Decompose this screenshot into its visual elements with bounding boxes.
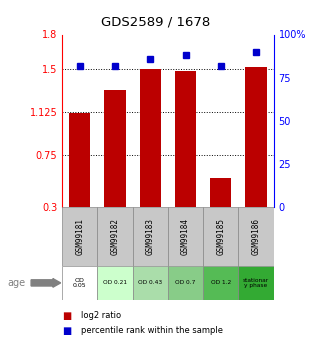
Bar <box>239 266 274 300</box>
Text: OD 1.2: OD 1.2 <box>211 280 231 285</box>
Bar <box>245 67 267 207</box>
Text: GDS2589 / 1678: GDS2589 / 1678 <box>101 16 210 29</box>
Bar <box>97 207 133 266</box>
Text: GSM99185: GSM99185 <box>216 218 225 255</box>
Text: ■: ■ <box>62 311 72 321</box>
Text: ■: ■ <box>62 326 72 335</box>
Text: OD
0.05: OD 0.05 <box>73 277 87 288</box>
Bar <box>168 266 203 300</box>
Text: GSM99186: GSM99186 <box>252 218 261 255</box>
Bar <box>168 207 203 266</box>
Text: GSM99181: GSM99181 <box>75 218 84 255</box>
Text: log2 ratio: log2 ratio <box>81 311 121 320</box>
Bar <box>203 207 239 266</box>
Bar <box>133 266 168 300</box>
Bar <box>69 113 91 207</box>
Text: percentile rank within the sample: percentile rank within the sample <box>81 326 223 335</box>
Bar <box>239 207 274 266</box>
Text: GSM99182: GSM99182 <box>111 218 119 255</box>
Text: OD 0.43: OD 0.43 <box>138 280 162 285</box>
Bar <box>62 266 97 300</box>
Bar <box>104 90 126 207</box>
Bar <box>175 71 196 207</box>
Bar <box>140 69 161 207</box>
Text: GSM99183: GSM99183 <box>146 218 155 255</box>
Bar <box>133 207 168 266</box>
Bar <box>97 266 133 300</box>
Bar <box>62 207 97 266</box>
Bar <box>203 266 239 300</box>
Text: GSM99184: GSM99184 <box>181 218 190 255</box>
Text: OD 0.7: OD 0.7 <box>175 280 196 285</box>
Text: age: age <box>8 278 26 288</box>
Text: stationar
y phase: stationar y phase <box>243 277 269 288</box>
Text: OD 0.21: OD 0.21 <box>103 280 127 285</box>
Bar <box>210 178 231 207</box>
